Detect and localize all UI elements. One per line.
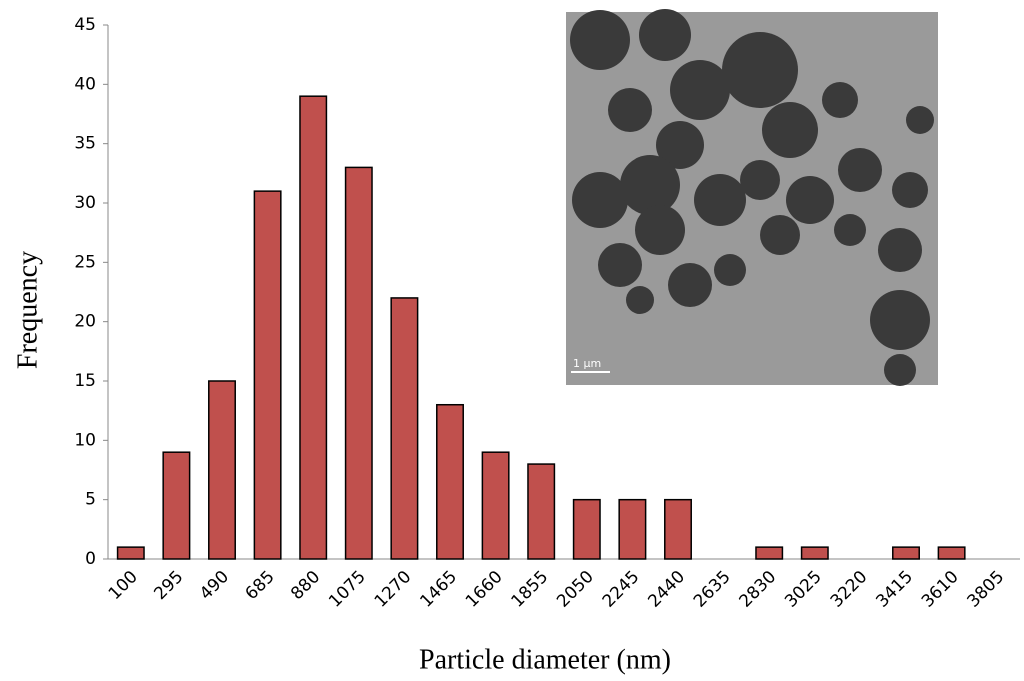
x-tick-label: 1075 (325, 567, 370, 612)
y-tick-label: 30 (74, 193, 96, 213)
y-tick-label: 0 (85, 549, 96, 569)
y-tick-label: 35 (74, 134, 96, 154)
x-tick-label: 2245 (599, 567, 644, 612)
bar (253, 190, 282, 560)
bar (299, 95, 328, 560)
x-tick-label: 2440 (644, 567, 689, 612)
bar (800, 546, 829, 560)
x-tick-label: 1465 (416, 567, 461, 612)
bar (527, 463, 556, 560)
bar (162, 451, 191, 560)
y-tick-label: 10 (74, 430, 96, 450)
y-tick-label: 5 (85, 490, 96, 510)
bar (344, 166, 373, 560)
x-tick-label: 3610 (918, 567, 963, 612)
bar (664, 498, 692, 560)
x-tick-label: 1855 (508, 567, 553, 612)
bar (572, 498, 601, 560)
x-tick-label: 880 (287, 567, 324, 604)
x-tick-label: 2635 (690, 567, 735, 612)
bar (618, 498, 647, 560)
x-tick-label: 2830 (736, 567, 781, 612)
x-tick-label: 3805 (964, 567, 1009, 612)
x-tick-label: 3220 (827, 567, 872, 612)
x-axis-label: Particle diameter (nm) (419, 644, 671, 675)
bar (481, 451, 510, 560)
y-axis-label: Frequency (12, 251, 43, 369)
x-tick-label: 2050 (553, 567, 598, 612)
bar (390, 297, 419, 560)
bar (755, 546, 784, 560)
x-tick-label: 1270 (371, 567, 416, 612)
bar (892, 546, 920, 560)
bar (208, 380, 236, 560)
bar (937, 546, 966, 560)
y-tick-label: 45 (74, 15, 96, 35)
bar (116, 546, 145, 560)
y-tick-label: 40 (74, 74, 96, 94)
bar (436, 403, 464, 560)
y-tick-label: 20 (74, 312, 96, 332)
x-tick-label: 3415 (872, 567, 917, 612)
x-tick-label: 490 (196, 567, 233, 604)
x-tick-label: 100 (105, 567, 142, 604)
x-tick-label: 3025 (781, 567, 826, 612)
x-tick-label: 1660 (462, 567, 507, 612)
inset-image (566, 9, 938, 386)
y-tick-label: 15 (74, 371, 96, 391)
x-tick-label: 685 (242, 567, 279, 604)
inset-scale-label: 1 µm (573, 357, 601, 370)
y-tick-label: 25 (74, 252, 96, 272)
x-tick-label: 295 (150, 567, 187, 604)
